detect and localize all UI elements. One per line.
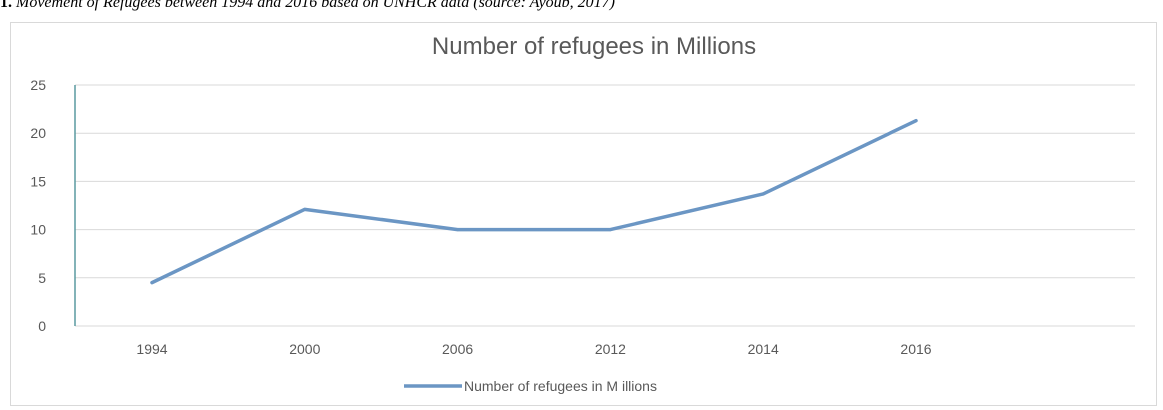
y-tick-label-25: 25	[30, 77, 46, 93]
x-tick-label-2000: 2000	[289, 341, 320, 357]
x-tick-label-2012: 2012	[595, 341, 626, 357]
data-point-2014	[761, 192, 765, 196]
x-tick-label-2014: 2014	[748, 341, 779, 357]
y-tick-label-5: 5	[38, 270, 46, 286]
gridlines	[75, 84, 1135, 327]
x-tick-label-1994: 1994	[136, 341, 167, 357]
series-group	[150, 118, 918, 285]
y-tick-label-20: 20	[30, 125, 46, 141]
chart-frame	[10, 22, 1157, 406]
caption-prefix: 1.	[0, 0, 12, 11]
series-line-0	[150, 118, 918, 285]
y-tick-label-15: 15	[30, 173, 46, 189]
x-tick-label-2016: 2016	[900, 341, 931, 357]
y-axis-ticks: 0 5 10 15 20 25	[30, 77, 46, 334]
x-axis-ticks: 1994 2000 2006 2012 2014 2016	[136, 341, 931, 357]
data-point-2016	[914, 119, 918, 123]
y-tick-label-0: 0	[38, 318, 46, 334]
caption-text: Movement of Refugees between 1994 and 20…	[12, 0, 615, 11]
legend-label: Number of refugees in M illions	[464, 378, 657, 394]
x-tick-label-2006: 2006	[442, 341, 473, 357]
data-point-2006	[456, 228, 460, 232]
data-point-1994	[150, 281, 154, 285]
data-point-2012	[608, 228, 612, 232]
data-point-2000	[303, 207, 307, 211]
legend: Number of refugees in M illions	[404, 378, 657, 394]
figure-caption: 1. Movement of Refugees between 1994 and…	[0, 0, 1163, 20]
y-tick-label-10: 10	[30, 222, 46, 238]
chart-title: Number of refugees in Millions	[432, 33, 756, 60]
